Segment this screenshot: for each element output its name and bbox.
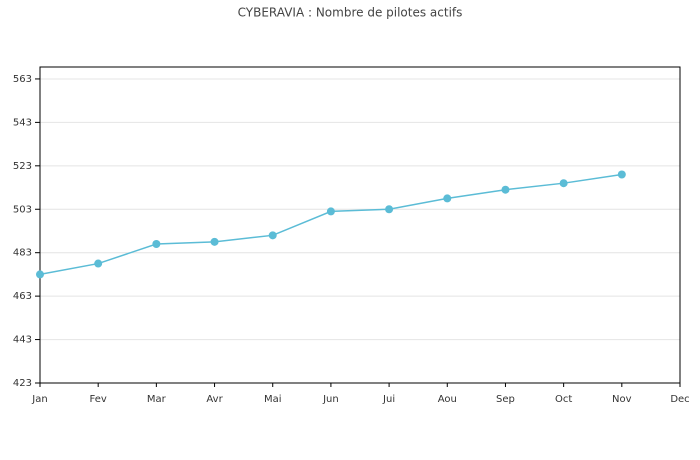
point (443, 194, 452, 203)
x-tick-label: Mar (147, 394, 167, 405)
point (559, 179, 568, 188)
x-tick-label: Jui (382, 394, 395, 405)
y-tick-label: 423 (13, 378, 32, 389)
point (501, 185, 510, 194)
chart-title: CYBERAVIA : Nombre de pilotes actifs (238, 6, 463, 20)
x-tick-label: Dec (670, 394, 689, 405)
point (210, 237, 219, 246)
y-tick-label: 563 (13, 74, 32, 85)
y-tick-label: 483 (13, 248, 32, 259)
y-tick-label: 463 (13, 291, 32, 302)
x-tick-label: Jan (31, 394, 47, 405)
y-tick-label: 523 (13, 161, 32, 172)
point (36, 270, 44, 279)
y-tick-label: 443 (13, 335, 32, 346)
x-tick-label: Aou (438, 394, 457, 405)
point (326, 207, 335, 216)
point (152, 240, 161, 249)
y-tick-label: 543 (13, 117, 32, 128)
x-tick-label: Sep (496, 394, 515, 405)
point (268, 231, 277, 240)
point (385, 205, 394, 214)
point (94, 259, 103, 268)
x-tick-label: Nov (612, 394, 632, 405)
x-tick-label: Mai (264, 394, 282, 405)
x-tick-label: Avr (206, 394, 223, 405)
x-tick-label: Jun (322, 394, 339, 405)
x-tick-label: Fev (90, 394, 107, 405)
line (39, 173, 622, 276)
plot-frame (39, 66, 681, 384)
y-tick-label: 503 (13, 204, 32, 215)
x-tick-label: Oct (555, 394, 572, 405)
point (617, 170, 626, 179)
